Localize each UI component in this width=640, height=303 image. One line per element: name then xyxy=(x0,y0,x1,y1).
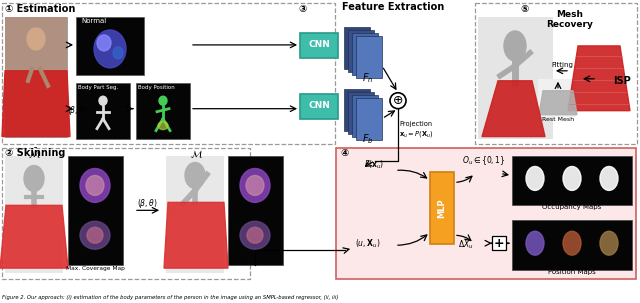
Ellipse shape xyxy=(27,28,45,50)
Polygon shape xyxy=(482,81,545,137)
Text: Feature Extraction: Feature Extraction xyxy=(342,2,444,12)
Text: Rest Mesh: Rest Mesh xyxy=(542,117,574,122)
Text: CNN: CNN xyxy=(308,40,330,49)
Text: $\Delta X_u$: $\Delta X_u$ xyxy=(458,238,474,251)
Ellipse shape xyxy=(246,175,264,195)
Ellipse shape xyxy=(99,96,107,105)
Text: Body Position: Body Position xyxy=(138,85,175,90)
Ellipse shape xyxy=(526,166,544,190)
Text: $(\beta, \theta)$: $(\beta, \theta)$ xyxy=(136,197,157,210)
Text: $\bar{\mathcal{M}}$: $\bar{\mathcal{M}}$ xyxy=(28,147,40,160)
Text: $F_b$: $F_b$ xyxy=(362,133,374,146)
Bar xyxy=(344,27,370,69)
Bar xyxy=(76,17,144,75)
Text: Normal: Normal xyxy=(81,18,106,24)
Bar xyxy=(300,94,338,119)
Bar xyxy=(352,95,378,137)
Text: ③: ③ xyxy=(298,4,307,14)
Bar xyxy=(538,79,576,117)
Bar xyxy=(492,236,506,250)
Ellipse shape xyxy=(113,47,123,59)
Text: $F(\mathbf{x}_u)$: $F(\mathbf{x}_u)$ xyxy=(364,158,385,171)
Ellipse shape xyxy=(80,168,110,202)
Text: Occupancy Maps: Occupancy Maps xyxy=(542,204,602,210)
Bar xyxy=(512,220,632,270)
Ellipse shape xyxy=(526,231,544,255)
Ellipse shape xyxy=(240,168,270,202)
Ellipse shape xyxy=(94,30,126,68)
Bar xyxy=(475,3,637,144)
Text: Figure 2. Our approach: (i) estimation of the body parameters of the person in t: Figure 2. Our approach: (i) estimation o… xyxy=(2,295,339,300)
Text: ④: ④ xyxy=(340,148,348,158)
Polygon shape xyxy=(2,71,70,137)
Text: ② Skinning: ② Skinning xyxy=(5,148,65,158)
Ellipse shape xyxy=(185,162,205,188)
Bar xyxy=(348,30,374,72)
Ellipse shape xyxy=(563,166,581,190)
Ellipse shape xyxy=(240,221,270,249)
Text: ① Estimation: ① Estimation xyxy=(5,4,76,14)
Polygon shape xyxy=(164,202,228,268)
Bar xyxy=(356,36,382,78)
Text: $\mathcal{M}$: $\mathcal{M}$ xyxy=(189,149,202,160)
Bar xyxy=(2,148,250,279)
Ellipse shape xyxy=(158,122,168,130)
Text: $O_u \in \{0,1\}$: $O_u \in \{0,1\}$ xyxy=(462,155,506,167)
Bar xyxy=(5,17,67,137)
Polygon shape xyxy=(539,91,577,115)
Text: Max. Coverage Map: Max. Coverage Map xyxy=(65,266,124,271)
Text: +: + xyxy=(493,237,504,250)
Ellipse shape xyxy=(563,231,581,255)
Bar xyxy=(348,92,374,134)
Bar xyxy=(512,155,632,205)
Text: Mesh
Recovery: Mesh Recovery xyxy=(547,10,593,29)
Bar xyxy=(430,172,454,244)
Ellipse shape xyxy=(600,166,618,190)
Ellipse shape xyxy=(80,221,110,249)
Text: $F_n$: $F_n$ xyxy=(362,71,374,85)
Bar xyxy=(166,155,224,273)
Text: ISP: ISP xyxy=(613,76,631,86)
Text: CNN: CNN xyxy=(308,101,330,110)
Bar xyxy=(336,148,636,279)
Ellipse shape xyxy=(97,35,111,51)
Text: $(u, \mathbf{X}_u)$: $(u, \mathbf{X}_u)$ xyxy=(355,237,381,250)
Text: Position Maps: Position Maps xyxy=(548,269,596,275)
Polygon shape xyxy=(568,46,630,111)
Bar xyxy=(2,3,335,144)
Ellipse shape xyxy=(504,31,526,61)
Bar xyxy=(356,98,382,140)
Text: $\oplus$: $\oplus$ xyxy=(392,94,404,107)
Text: Fitting: Fitting xyxy=(551,62,573,68)
Polygon shape xyxy=(0,205,68,268)
Bar xyxy=(344,89,370,131)
Ellipse shape xyxy=(86,175,104,195)
Bar xyxy=(228,155,283,265)
Text: MLP: MLP xyxy=(438,198,447,218)
Bar xyxy=(300,33,338,58)
Bar xyxy=(5,17,67,72)
Bar xyxy=(76,83,130,138)
Ellipse shape xyxy=(24,165,44,191)
Ellipse shape xyxy=(87,227,103,243)
Bar xyxy=(68,155,123,265)
Bar xyxy=(352,33,378,75)
Ellipse shape xyxy=(600,231,618,255)
Text: $(\beta, \theta)$: $(\beta, \theta)$ xyxy=(67,104,88,117)
Text: ⑤: ⑤ xyxy=(520,4,528,14)
Bar xyxy=(478,17,553,138)
Bar xyxy=(5,155,63,273)
Ellipse shape xyxy=(247,227,263,243)
Bar xyxy=(136,83,190,138)
Ellipse shape xyxy=(159,96,167,105)
Text: Body Part Seg.: Body Part Seg. xyxy=(78,85,118,90)
Text: Projection
$\mathbf{x}_u = P(\mathbf{X}_u)$: Projection $\mathbf{x}_u = P(\mathbf{X}_… xyxy=(399,121,433,139)
Circle shape xyxy=(390,93,406,109)
